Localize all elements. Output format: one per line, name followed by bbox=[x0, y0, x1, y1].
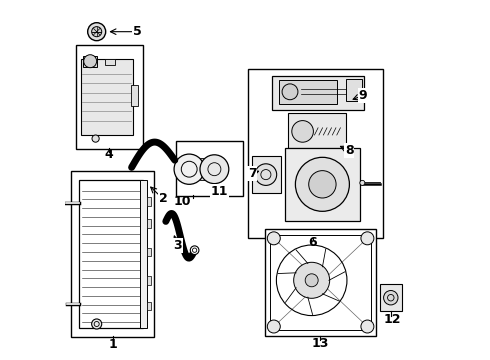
Bar bbox=[147, 302, 151, 310]
Text: 4: 4 bbox=[104, 148, 113, 161]
Text: 10: 10 bbox=[173, 195, 191, 208]
Circle shape bbox=[282, 84, 298, 100]
Bar bbox=[346, 79, 362, 101]
Bar bbox=[272, 76, 364, 110]
Circle shape bbox=[276, 245, 347, 316]
Circle shape bbox=[92, 319, 102, 329]
Text: 8: 8 bbox=[345, 144, 354, 157]
Bar bbox=[83, 56, 98, 67]
Circle shape bbox=[294, 262, 330, 298]
Circle shape bbox=[84, 55, 97, 68]
Circle shape bbox=[200, 155, 229, 184]
Circle shape bbox=[295, 157, 349, 211]
Bar bbox=[175, 141, 243, 196]
Text: 6: 6 bbox=[308, 237, 317, 249]
Circle shape bbox=[174, 154, 204, 184]
Circle shape bbox=[309, 171, 336, 198]
Bar bbox=[147, 248, 151, 256]
Circle shape bbox=[384, 291, 398, 305]
Bar bbox=[76, 45, 144, 149]
Bar bbox=[72, 171, 154, 337]
Circle shape bbox=[268, 232, 280, 245]
Text: 3: 3 bbox=[173, 239, 182, 252]
Bar bbox=[81, 59, 133, 135]
Bar bbox=[79, 180, 144, 328]
Bar bbox=[265, 229, 376, 336]
Bar bbox=[380, 284, 402, 311]
Bar bbox=[252, 156, 281, 193]
Bar bbox=[147, 276, 151, 285]
Bar bbox=[147, 197, 151, 206]
Text: 13: 13 bbox=[311, 337, 329, 350]
Bar bbox=[279, 80, 337, 104]
Circle shape bbox=[360, 180, 365, 185]
Bar bbox=[270, 235, 371, 330]
Text: 1: 1 bbox=[108, 338, 117, 351]
Text: 9: 9 bbox=[359, 89, 368, 102]
Bar bbox=[248, 69, 383, 238]
Bar bbox=[131, 85, 138, 106]
Text: 5: 5 bbox=[133, 25, 142, 38]
Bar bbox=[200, 158, 207, 180]
Circle shape bbox=[361, 320, 374, 333]
Text: 12: 12 bbox=[384, 313, 401, 326]
Bar bbox=[140, 180, 147, 328]
Text: 7: 7 bbox=[248, 167, 257, 180]
Text: 2: 2 bbox=[159, 192, 167, 205]
Circle shape bbox=[305, 274, 318, 287]
Text: 11: 11 bbox=[211, 185, 228, 198]
Circle shape bbox=[190, 246, 199, 255]
Circle shape bbox=[255, 164, 277, 185]
Circle shape bbox=[88, 23, 106, 41]
Circle shape bbox=[92, 135, 99, 142]
Circle shape bbox=[292, 121, 314, 142]
Bar bbox=[285, 148, 360, 221]
Bar bbox=[104, 59, 116, 65]
Bar bbox=[288, 113, 346, 148]
Bar bbox=[147, 219, 151, 228]
Circle shape bbox=[361, 232, 374, 245]
Circle shape bbox=[92, 27, 102, 37]
Circle shape bbox=[268, 320, 280, 333]
